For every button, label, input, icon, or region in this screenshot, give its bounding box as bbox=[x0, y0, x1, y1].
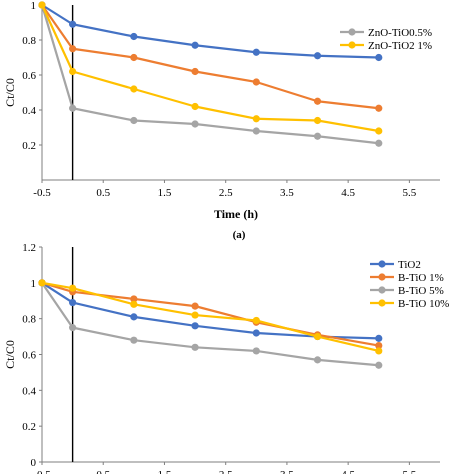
data-point bbox=[130, 53, 138, 62]
data-point bbox=[69, 20, 77, 28]
data-point bbox=[191, 41, 199, 49]
y-tick-label: 0 bbox=[31, 457, 37, 469]
data-point bbox=[252, 127, 260, 135]
data-point bbox=[375, 361, 383, 369]
data-point bbox=[313, 52, 322, 60]
legend-label: B-TiO 1% bbox=[398, 272, 444, 284]
legend-swatch-marker bbox=[378, 286, 386, 294]
data-point bbox=[38, 279, 46, 287]
y-tick-label: 0.6 bbox=[22, 70, 36, 82]
series-line-3 bbox=[41, 281, 380, 352]
data-point bbox=[191, 102, 199, 111]
legend-label: B-TiO 5% bbox=[398, 285, 444, 297]
data-point bbox=[191, 311, 199, 319]
x-tick-label: -0.5 bbox=[33, 469, 51, 474]
chart-panel-b: -0.5 0.5 1.5 2.5 3.5 4.5 5.5 0 0.2 0.4 0.6 0.8 1 1.2 C… bbox=[3, 242, 449, 474]
data-point bbox=[313, 97, 322, 105]
data-point bbox=[252, 115, 260, 123]
x-tick-label: 2.5 bbox=[219, 187, 233, 199]
data-point bbox=[130, 116, 138, 125]
legend-swatch-marker bbox=[378, 273, 386, 281]
data-point bbox=[313, 116, 322, 125]
data-point bbox=[130, 295, 138, 303]
x-tick-label: 3.5 bbox=[280, 469, 294, 474]
legend-label: B-TiO 10% bbox=[398, 298, 449, 310]
data-point bbox=[130, 85, 138, 93]
panel-label: (a) bbox=[233, 229, 246, 241]
data-point bbox=[69, 298, 77, 307]
data-point bbox=[69, 324, 77, 332]
x-tick-label: 4.5 bbox=[341, 187, 355, 199]
data-point bbox=[375, 104, 383, 112]
data-point bbox=[130, 32, 138, 41]
y-tick-label: 0.2 bbox=[22, 421, 36, 433]
legend-swatch-marker bbox=[378, 299, 386, 307]
data-point bbox=[191, 322, 199, 330]
y-tick-label: 0.6 bbox=[22, 350, 36, 362]
x-axis-label: Time (h) bbox=[214, 207, 258, 221]
y-tick-label: 0.8 bbox=[22, 314, 36, 326]
data-point bbox=[375, 347, 383, 355]
series-line-1 bbox=[41, 281, 379, 347]
data-point bbox=[252, 48, 260, 56]
data-point bbox=[69, 104, 77, 112]
chart-panel-a: -0.5 0.5 1.5 2.5 3.5 4.5 5.5 0.2 0.4 0.6 0.8 1 Ct/C0… bbox=[3, 0, 440, 241]
data-point bbox=[375, 341, 383, 350]
data-point bbox=[375, 139, 383, 147]
x-tick-label: 1.5 bbox=[158, 187, 172, 199]
data-point bbox=[38, 1, 46, 9]
x-tick-label: 4.5 bbox=[341, 469, 355, 474]
x-tick-label: 3.5 bbox=[280, 187, 294, 199]
y-axis-label: Ct/C0 bbox=[3, 78, 17, 107]
data-point bbox=[191, 120, 199, 128]
data-point bbox=[313, 356, 322, 364]
data-point bbox=[375, 334, 383, 342]
y-tick-label: 0.4 bbox=[22, 105, 36, 117]
x-tick-label: 0.5 bbox=[96, 187, 110, 199]
x-tick-label: 0.5 bbox=[96, 469, 110, 474]
y-tick-label: 1 bbox=[31, 278, 37, 290]
data-point bbox=[252, 347, 260, 355]
x-tick-label: 2.5 bbox=[219, 469, 233, 474]
data-point bbox=[69, 284, 77, 292]
data-point bbox=[252, 316, 260, 325]
data-point bbox=[375, 53, 383, 62]
data-point bbox=[191, 302, 199, 310]
data-point bbox=[130, 313, 138, 321]
x-tick-label: 1.5 bbox=[158, 469, 172, 474]
data-point bbox=[130, 336, 138, 344]
data-point bbox=[252, 329, 260, 337]
data-point bbox=[375, 127, 383, 135]
x-tick-label: 5.5 bbox=[403, 469, 417, 474]
x-tick-label: -0.5 bbox=[33, 187, 51, 199]
y-tick-label: 0.4 bbox=[22, 385, 36, 397]
legend-label: TiO2 bbox=[398, 259, 421, 271]
data-point bbox=[191, 67, 199, 76]
data-point bbox=[313, 332, 322, 341]
y-tick-label: 1 bbox=[31, 0, 37, 12]
data-point bbox=[69, 67, 77, 76]
y-tick-label: 0.2 bbox=[22, 140, 36, 152]
y-tick-label: 1.2 bbox=[22, 242, 36, 254]
legend-label: ZnO-TiO0.5% bbox=[368, 27, 432, 39]
data-point bbox=[191, 343, 199, 351]
data-point bbox=[130, 300, 138, 308]
series-line-0 bbox=[41, 4, 379, 59]
data-point bbox=[69, 45, 77, 53]
y-tick-label: 0.8 bbox=[22, 35, 36, 47]
y-axis-label: Ct/C0 bbox=[3, 340, 17, 369]
data-point bbox=[313, 132, 322, 140]
data-point bbox=[252, 78, 260, 86]
legend-swatch-marker bbox=[348, 41, 356, 49]
legend-label: ZnO-TiO2 1% bbox=[368, 40, 432, 52]
x-tick-label: 5.5 bbox=[403, 187, 417, 199]
legend-swatch-marker bbox=[348, 28, 356, 36]
legend-swatch-marker bbox=[378, 260, 386, 268]
